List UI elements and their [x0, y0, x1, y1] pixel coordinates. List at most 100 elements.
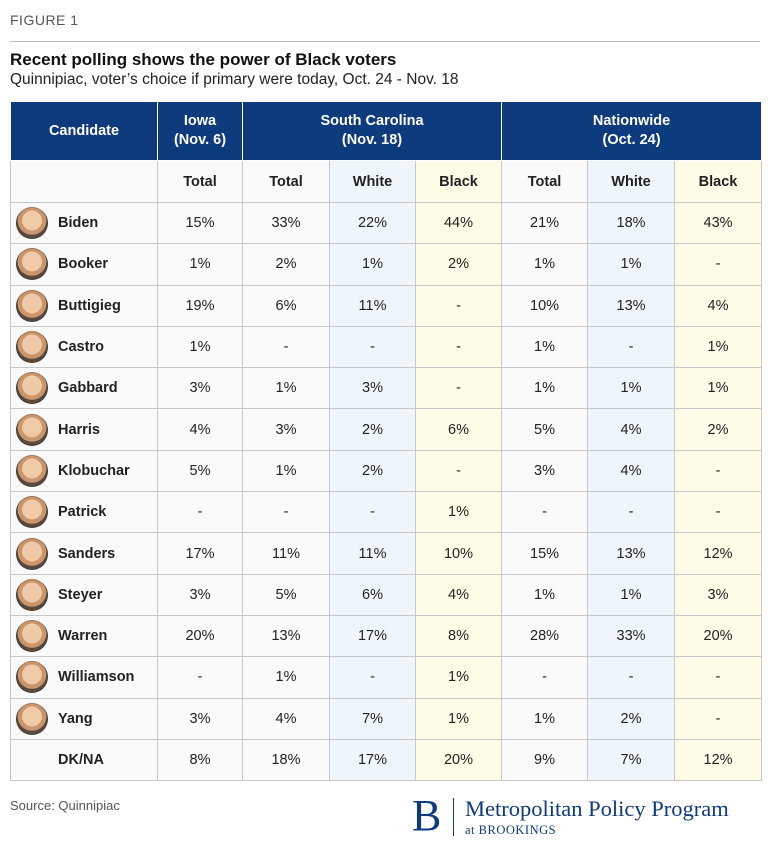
value-cell: 17%: [157, 532, 243, 575]
logo-divider: [453, 798, 454, 836]
subheader-nat-total: Total: [501, 160, 589, 203]
value-cell: 19%: [157, 284, 243, 327]
subheader-blank: [10, 160, 158, 203]
table-row: Buttigieg 19% 6% 11% -10% 13% 4%: [10, 284, 763, 327]
value-cell: 2%: [329, 449, 416, 493]
value-cell: 44%: [414, 201, 503, 245]
value-cell: 3%: [157, 367, 243, 410]
candidate-name: Yang: [58, 710, 93, 727]
value-cell: 11%: [329, 284, 416, 327]
table-row: Sanders 17% 11% 11% 10% 15% 13% 12%: [10, 532, 763, 575]
value-cell: 1%: [674, 325, 763, 369]
value-cell: -: [157, 656, 243, 699]
value-cell: 1%: [501, 573, 589, 616]
value-cell: 3%: [242, 408, 330, 451]
group-header-south-carolina: South Carolina (Nov. 18): [241, 101, 503, 161]
value-cell: 1%: [157, 243, 243, 286]
value-cell: 17%: [329, 738, 416, 782]
candidate-header: Candidate: [10, 101, 158, 161]
value-cell: 20%: [414, 738, 503, 782]
candidate-avatar: [16, 372, 48, 405]
value-cell: 8%: [157, 738, 243, 782]
value-cell: -: [242, 491, 330, 534]
value-cell: 1%: [242, 367, 330, 410]
candidate-name: Gabbard: [58, 380, 118, 397]
candidate-name: Castro: [58, 339, 104, 356]
value-cell: 1%: [414, 697, 503, 740]
value-cell: 12%: [674, 532, 763, 575]
value-cell: -: [242, 325, 330, 369]
candidate-cell: Gabbard: [10, 367, 158, 410]
value-cell: 28%: [501, 614, 589, 658]
value-cell: 13%: [587, 284, 676, 327]
candidate-name: Patrick: [58, 504, 107, 521]
value-cell: 1%: [501, 325, 589, 369]
candidate-avatar: [16, 289, 48, 322]
value-cell: 1%: [414, 656, 503, 699]
value-cell: -: [674, 697, 763, 740]
candidate-avatar: [16, 454, 48, 487]
value-cell: 1%: [674, 367, 763, 410]
value-cell: 1%: [242, 449, 330, 493]
candidate-avatar: [16, 620, 48, 653]
candidate-avatar: [16, 496, 48, 529]
value-cell: 10%: [501, 284, 589, 327]
value-cell: 1%: [587, 573, 676, 616]
candidate-cell: Buttigieg: [10, 284, 158, 327]
value-cell: 1%: [157, 325, 243, 369]
table-row: Warren 20% 13% 17% 8% 28% 33% 20%: [10, 614, 763, 658]
candidate-cell: Klobuchar: [10, 449, 158, 493]
subheader-nat-white: White: [587, 160, 676, 203]
value-cell: -: [329, 491, 416, 534]
candidate-cell: Patrick: [10, 491, 158, 534]
value-cell: 1%: [501, 243, 589, 286]
value-cell: 9%: [501, 738, 589, 782]
value-cell: 20%: [674, 614, 763, 658]
candidate-name: Klobuchar: [58, 462, 130, 479]
brookings-logo: B Metropolitan Policy Program at BROOKIN…: [412, 794, 762, 840]
candidate-cell: Warren: [10, 614, 158, 658]
value-cell: 22%: [329, 201, 416, 245]
divider: [10, 41, 760, 42]
value-cell: -: [329, 656, 416, 699]
table-row: Williamson -1% -1% - - -: [10, 656, 763, 699]
table-row: Castro 1% - - -1% -1%: [10, 325, 763, 369]
candidate-name: Biden: [58, 215, 99, 232]
candidate-cell: Yang: [10, 697, 158, 740]
value-cell: 4%: [674, 284, 763, 327]
value-cell: -: [501, 656, 589, 699]
candidate-name: DK/NA: [58, 752, 104, 768]
candidate-name: Booker: [58, 256, 108, 273]
value-cell: -: [414, 367, 503, 410]
table-row: Steyer 3% 5% 6% 4% 1% 1% 3%: [10, 573, 763, 616]
value-cell: -: [587, 491, 676, 534]
value-cell: -: [501, 491, 589, 534]
candidate-avatar: [16, 578, 48, 611]
candidate-name: Buttigieg: [58, 297, 121, 314]
value-cell: 15%: [501, 532, 589, 575]
table-row: Harris 4% 3% 2% 6% 5% 4% 2%: [10, 408, 763, 451]
value-cell: 1%: [587, 243, 676, 286]
value-cell: 1%: [329, 243, 416, 286]
candidate-cell: Castro: [10, 325, 158, 369]
value-cell: -: [414, 325, 503, 369]
figure-label: FIGURE 1: [10, 12, 79, 28]
subheader-iowa-total: Total: [157, 160, 243, 203]
value-cell: 3%: [157, 697, 243, 740]
candidate-avatar: [16, 331, 48, 364]
value-cell: 4%: [157, 408, 243, 451]
value-cell: -: [587, 325, 676, 369]
candidate-avatar: [16, 537, 48, 570]
value-cell: 3%: [501, 449, 589, 493]
value-cell: 10%: [414, 532, 503, 575]
value-cell: -: [587, 656, 676, 699]
value-cell: -: [414, 284, 503, 327]
subheader-sc-black: Black: [414, 160, 503, 203]
table-row: Patrick - - -1% - - -: [10, 491, 763, 534]
candidate-name: Warren: [58, 628, 108, 645]
subheader-sc-white: White: [329, 160, 416, 203]
value-cell: 7%: [587, 738, 676, 782]
brookings-b-mark: B: [412, 791, 442, 840]
value-cell: 13%: [587, 532, 676, 575]
value-cell: 8%: [414, 614, 503, 658]
